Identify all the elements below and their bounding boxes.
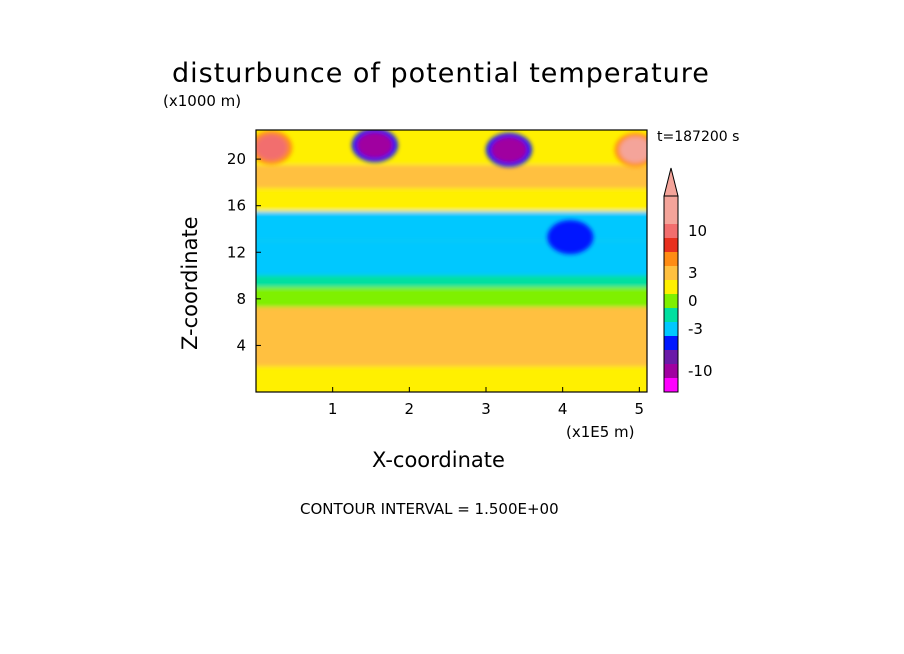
colorbar-swatch — [664, 266, 678, 280]
colorbar-tick-label: -3 — [688, 320, 703, 338]
colorbar-swatch — [664, 378, 678, 392]
chart-title: disturbunce of potential temperature — [172, 58, 710, 89]
y-tick-label: 12 — [227, 243, 246, 261]
x-tick-label: 3 — [481, 400, 491, 418]
colorbar-swatch — [664, 350, 678, 364]
contour-field — [256, 130, 647, 392]
colorbar-swatch — [664, 280, 678, 294]
contour-band — [256, 188, 647, 212]
feature-layer — [256, 130, 647, 255]
colorbar-swatch — [664, 252, 678, 266]
colorbar-swatch — [664, 364, 678, 378]
y-tick-label: 16 — [227, 197, 246, 215]
colorbar-swatch — [664, 210, 678, 224]
x-axis-unit-label: (x1E5 m) — [566, 423, 635, 441]
time-label: t=187200 s — [657, 129, 740, 145]
colorbar-swatch — [664, 336, 678, 350]
colorbar-swatch — [664, 308, 678, 322]
y-axis-ticks: 4 8 12 16 20 — [227, 150, 261, 354]
contour-band — [256, 275, 647, 288]
x-tick-label: 1 — [328, 400, 338, 418]
contour-band — [256, 240, 647, 276]
x-tick-label: 4 — [558, 400, 568, 418]
colorbar-tick-label: -10 — [688, 362, 713, 380]
plot-frame — [255, 129, 648, 393]
contour-interval-note: CONTOUR INTERVAL = 1.500E+00 — [300, 500, 559, 518]
contour-band — [256, 130, 647, 165]
contour-band — [256, 366, 647, 383]
colorbar-swatch — [664, 238, 678, 252]
colorbar: 10 3 0 -3 -10 — [663, 167, 713, 393]
band-layer — [256, 130, 647, 383]
colorbar-swatch — [664, 196, 678, 210]
colorbar-tick-label: 0 — [688, 292, 698, 310]
colorbar-swatch — [664, 322, 678, 336]
contour-band — [256, 287, 647, 307]
colorbar-arrow — [663, 167, 679, 197]
feature-cell — [256, 134, 288, 161]
colorbar-swatch — [664, 294, 678, 308]
colorbar-tick-label: 10 — [688, 222, 707, 240]
x-tick-label: 5 — [635, 400, 645, 418]
contour-band — [256, 164, 647, 189]
feature-cell — [491, 136, 527, 163]
contour-band — [256, 211, 647, 241]
contour-band — [256, 306, 647, 367]
y-tick-label: 20 — [227, 150, 246, 168]
x-axis-title: X-coordinate — [372, 448, 505, 472]
x-tick-label: 2 — [405, 400, 415, 418]
y-axis-unit-label: (x1000 m) — [163, 92, 242, 110]
colorbar-swatch — [664, 224, 678, 238]
colorbar-tick-label: 3 — [688, 264, 698, 282]
x-axis-ticks: 1 2 3 4 5 — [328, 387, 644, 418]
colorbar-frame — [663, 195, 679, 393]
feature-cell — [552, 224, 589, 251]
feature-cell — [619, 136, 647, 163]
feature-cell — [356, 132, 393, 159]
y-tick-label: 8 — [236, 290, 246, 308]
y-tick-label: 4 — [236, 336, 246, 354]
